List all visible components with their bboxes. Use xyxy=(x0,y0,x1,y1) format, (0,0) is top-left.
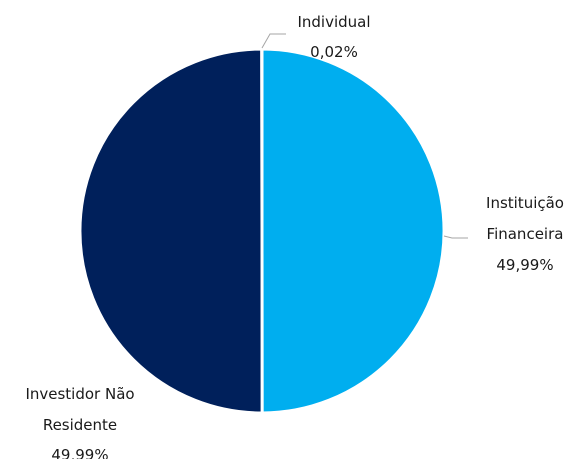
slice-instituicao-financeira xyxy=(260,47,446,415)
leader-individual xyxy=(261,33,286,49)
leader-financeira xyxy=(443,235,468,239)
label-individual-name: Individual xyxy=(297,13,370,31)
pie-slices xyxy=(78,47,446,415)
label-individual-value: 0,02% xyxy=(310,43,358,61)
label-residente-line1: Investidor Não xyxy=(25,385,134,403)
label-financeira-line1: Instituição xyxy=(486,194,564,212)
leader-lines xyxy=(261,33,468,239)
label-residente-line2: Residente xyxy=(43,416,117,434)
slice-investidor-nao-residente xyxy=(78,47,264,415)
label-residente-value: 49,99% xyxy=(51,446,108,459)
label-financeira-value: 49,99% xyxy=(496,256,553,274)
label-financeira-line2: Financeira xyxy=(487,225,564,243)
